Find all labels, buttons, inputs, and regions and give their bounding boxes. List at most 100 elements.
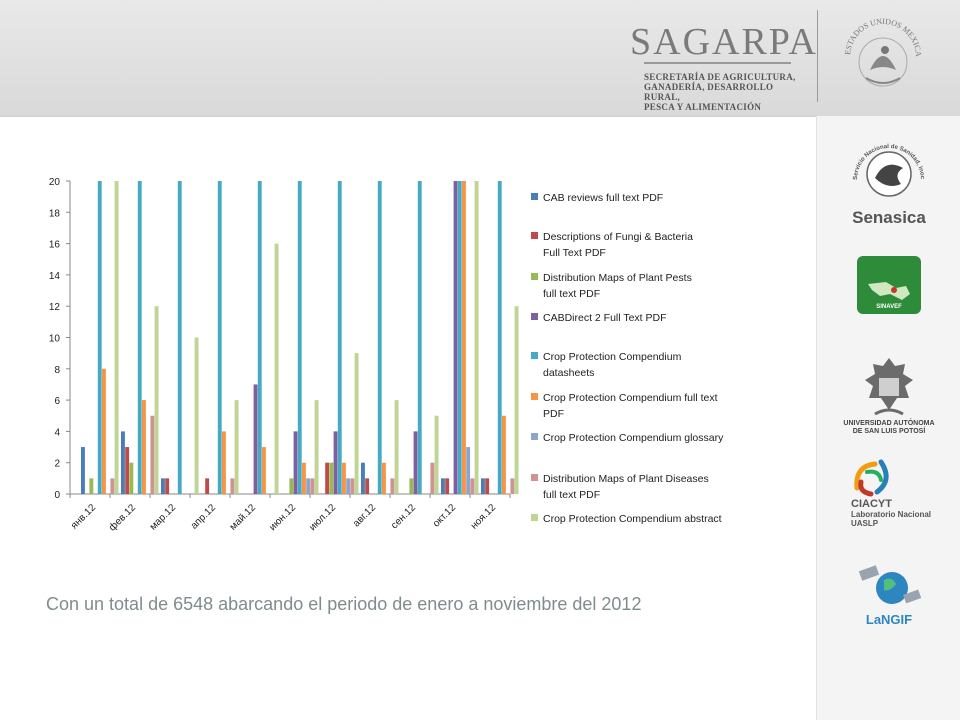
y-tick-label: 0 xyxy=(54,490,60,501)
ciacyt-label: CIACYT xyxy=(851,498,892,510)
bar xyxy=(177,181,182,494)
sinavef-label: SINAVEF xyxy=(876,304,902,310)
caption-prefix: Con un total de xyxy=(46,594,174,614)
legend-label: Crop Protection Compendium glossary xyxy=(543,432,724,444)
bar xyxy=(289,478,294,494)
legend-swatch xyxy=(531,514,538,521)
ciacyt-uaslp-label: UASLP xyxy=(851,519,879,528)
legend-swatch xyxy=(531,313,538,320)
bar xyxy=(165,478,170,494)
bar xyxy=(205,478,210,494)
bar xyxy=(297,181,302,494)
bar xyxy=(481,478,485,494)
x-tick-label: авг.12 xyxy=(351,502,378,529)
x-tick-label: май.12 xyxy=(228,502,259,533)
bar xyxy=(430,462,435,494)
bar xyxy=(514,306,519,494)
x-tick-label: мар.12 xyxy=(148,502,179,533)
bar xyxy=(342,462,346,494)
bar xyxy=(142,400,146,494)
ciacyt-lab-label: Laboratorio Nacional xyxy=(851,510,932,519)
bar xyxy=(394,400,399,494)
bar xyxy=(89,478,94,494)
bar xyxy=(350,478,355,494)
y-tick-label: 16 xyxy=(49,240,61,251)
bar xyxy=(377,181,382,494)
bar xyxy=(337,181,342,494)
map-icon xyxy=(868,282,910,300)
legend-swatch xyxy=(531,232,538,239)
legend-label: Crop Protection Compendium full text PDF xyxy=(543,392,718,420)
x-tick-label: янв.12 xyxy=(69,502,98,531)
bar xyxy=(230,478,235,494)
y-tick-label: 12 xyxy=(49,302,61,313)
header-divider xyxy=(817,10,818,102)
bar xyxy=(137,181,142,494)
bar xyxy=(445,478,450,494)
y-tick-label: 10 xyxy=(49,334,61,345)
x-tick-label: ноя.12 xyxy=(469,502,499,532)
bar xyxy=(441,478,445,494)
bar xyxy=(502,415,506,494)
bar xyxy=(81,447,85,494)
caption-suffix: abarcando el periodo de enero a noviembr… xyxy=(213,594,642,614)
bar xyxy=(314,400,319,494)
bar xyxy=(325,462,330,494)
uaslp-logo: UNIVERSIDAD AUTÓNOMA DE SAN LUIS POTOSÍ xyxy=(817,356,960,436)
bar xyxy=(129,462,134,494)
senasica-logo: Servicio Nacional de Sanidad, Inocuidad … xyxy=(817,134,960,228)
sagarpa-subtitle-line1: SECRETARÍA DE AGRICULTURA, xyxy=(644,72,796,82)
bar xyxy=(466,447,471,494)
bar xyxy=(354,353,359,494)
legend-label: Descriptions of Fungi & Bacteria Full Tex… xyxy=(543,231,693,259)
y-tick-label: 14 xyxy=(49,271,61,282)
bar xyxy=(417,181,422,494)
legend-label: Crop Protection Compendium datasheets xyxy=(543,351,682,379)
bar xyxy=(110,478,115,494)
legend-swatch xyxy=(531,193,538,200)
bar xyxy=(497,181,502,494)
bar xyxy=(474,181,479,494)
bar xyxy=(102,368,106,494)
bar xyxy=(306,478,311,494)
bar xyxy=(462,181,466,494)
bar xyxy=(310,478,315,494)
legend-label: Distribution Maps of Plant Pests full tex… xyxy=(543,272,692,300)
bar xyxy=(222,431,226,494)
y-tick-label: 20 xyxy=(49,177,61,188)
legend-swatch xyxy=(531,393,538,400)
bar xyxy=(302,462,306,494)
bar xyxy=(346,478,351,494)
y-tick-label: 2 xyxy=(54,459,60,470)
x-tick-label: июл.12 xyxy=(307,502,338,533)
x-tick-label: сен.12 xyxy=(389,502,418,531)
bar xyxy=(390,478,395,494)
bar xyxy=(97,181,102,494)
bar xyxy=(253,384,258,494)
senasica-label: Senasica xyxy=(852,208,926,227)
bar xyxy=(194,337,199,494)
bar xyxy=(333,431,338,494)
sinavef-logo: SINAVEF xyxy=(817,256,960,314)
bar xyxy=(434,415,439,494)
y-tick-label: 8 xyxy=(54,365,60,376)
legend-swatch xyxy=(531,433,538,440)
y-tick-label: 4 xyxy=(54,427,60,438)
uaslp-crest-icon xyxy=(865,358,913,416)
bar xyxy=(217,181,222,494)
bar xyxy=(262,447,266,494)
satellite-globe-icon xyxy=(858,565,922,604)
bar xyxy=(329,462,334,494)
bar xyxy=(409,478,414,494)
y-tick-label: 18 xyxy=(49,208,61,219)
bar xyxy=(382,462,386,494)
seal-text: ESTADOS UNIDOS MEXICANOS xyxy=(838,12,923,57)
legend-label: Crop Protection Compendium abstract xyxy=(543,513,722,525)
mexico-seal-icon: ESTADOS UNIDOS MEXICANOS xyxy=(835,5,928,107)
legend-label: CAB reviews full text PDF xyxy=(543,192,663,204)
y-tick-label: 6 xyxy=(54,396,60,407)
header-banner: SAGARPA SECRETARÍA DE AGRICULTURA, GANAD… xyxy=(0,0,960,117)
ciacyt-logo: CIACYT Laboratorio Nacional UASLP xyxy=(817,458,960,528)
bar xyxy=(257,181,262,494)
chart-bars xyxy=(81,181,519,494)
